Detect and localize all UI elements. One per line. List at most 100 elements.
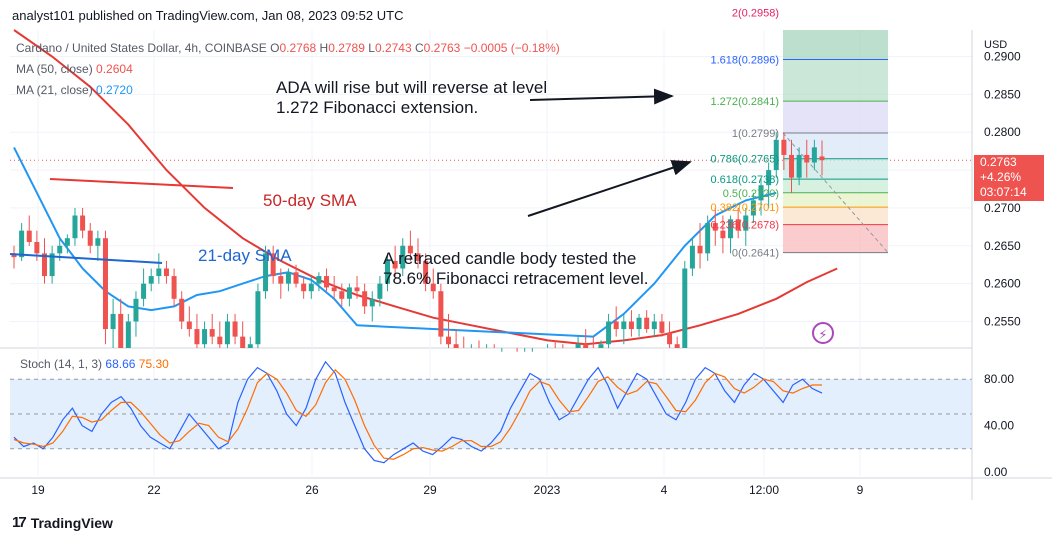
candle (407, 230, 413, 261)
candle (331, 276, 337, 299)
stoch-tick-label: 80.00 (984, 372, 1014, 386)
fib-level-label: 1(0.2799) (732, 128, 779, 140)
candle (232, 313, 238, 345)
stoch-label: Stoch (14, 1, 3) (20, 357, 103, 371)
symbol-title: Cardano / United States Dollar, 4h, COIN… (16, 41, 267, 55)
fib-level-label: 0.236(0.2678) (711, 220, 780, 232)
annotation-mid-line2: 78.6% Fibonacci retracement level. (383, 269, 649, 288)
ma50-label: MA (50, close) (16, 62, 93, 76)
candle (224, 313, 230, 348)
time-tick-label: 29 (423, 483, 437, 497)
annotation-mid-line1: A retraced candle body tested the (383, 249, 637, 268)
candle (186, 306, 192, 337)
stoch-legend: Stoch (14, 1, 3) 68.66 75.30 (20, 357, 169, 371)
tradingview-logo-icon: 17 (12, 514, 27, 531)
candle (346, 283, 352, 307)
candle (362, 283, 368, 314)
candle (674, 336, 680, 348)
fib-level-label: 2(0.2958) (732, 8, 779, 20)
candle (377, 276, 383, 307)
lightning-icon[interactable]: ⚡ (812, 322, 834, 344)
ma21-value: 0.2720 (96, 83, 133, 97)
annotation-top-line2: 1.272 Fibonacci extension. (276, 98, 479, 117)
price-axis-bg (972, 30, 1052, 500)
candle (133, 291, 139, 337)
candle (285, 268, 291, 292)
tradingview-name: TradingView (30, 514, 113, 531)
fib-zone (783, 158, 888, 180)
candle (804, 139, 810, 178)
fib-zone (783, 59, 888, 102)
stoch-d-value: 75.30 (138, 357, 169, 371)
price-tick-label: 0.2600 (984, 277, 1021, 291)
time-tick-label: 26 (305, 483, 319, 497)
candle (682, 260, 688, 348)
candle (217, 321, 223, 348)
candle (438, 283, 444, 345)
candle (728, 215, 734, 254)
candle (72, 207, 78, 246)
candle (453, 329, 459, 348)
candle (712, 207, 718, 246)
candle (735, 207, 741, 239)
candle (247, 336, 253, 348)
fib-level-label: 0.786(0.2765) (711, 154, 780, 166)
candle (110, 298, 116, 348)
candle (354, 276, 360, 299)
legend-ma50-row[interactable]: MA (50, close) 0.2604 (16, 59, 560, 80)
candle (278, 268, 284, 299)
fib-level-label: 0(0.2641) (732, 248, 779, 260)
fib-zone (783, 207, 888, 225)
candle (697, 223, 703, 269)
annotation-top-line1: ADA will rise but will reverse at level (276, 78, 548, 97)
candle (789, 139, 795, 193)
price-tick-label: 0.2800 (984, 125, 1021, 139)
annotation-sma21: 21-day SMA (198, 246, 292, 265)
candle (11, 245, 17, 269)
tradingview-brand[interactable]: 17 TradingView (12, 514, 113, 531)
fib-level-label: 1.618(0.2896) (711, 55, 780, 67)
ohlc-low: L0.2743 (368, 41, 412, 55)
legend-symbol-row: Cardano / United States Dollar, 4h, COIN… (16, 38, 560, 59)
price-axis: USD0.29000.28500.28000.27500.27000.26500… (971, 30, 1052, 500)
time-tick-label: 22 (147, 483, 161, 497)
candle (148, 268, 154, 292)
candle (26, 215, 32, 246)
candle (773, 132, 779, 178)
time-tick-label: 2023 (534, 483, 561, 497)
candle (125, 313, 131, 348)
annotation-mid: A retraced candle body tested the 78.6% … (383, 249, 649, 289)
candle (445, 313, 451, 348)
price-tick-label: 0.2700 (984, 201, 1021, 215)
stochastic-lines (13, 360, 823, 464)
fib-zone (783, 179, 888, 193)
fib-level-label: 0.618(0.2738) (711, 174, 780, 186)
candle (628, 310, 634, 337)
stoch-k-line (13, 360, 823, 464)
candle (651, 313, 657, 337)
candle (720, 215, 726, 254)
candle (392, 245, 398, 277)
legend-ma21-row[interactable]: MA (21, close) 0.2720 (16, 80, 560, 101)
bar-countdown: 03:07:14 (980, 185, 1027, 199)
price-tick-label: 0.2850 (984, 87, 1021, 101)
candle (240, 321, 246, 348)
price-tick-label: 0.2900 (984, 50, 1021, 64)
candle (743, 207, 749, 246)
fib-zone (783, 224, 888, 253)
axis-unit-label: USD (984, 39, 1007, 51)
fib-level-label: 1.272(0.2841) (711, 96, 780, 108)
ohlc-close: C0.2763 (414, 41, 461, 55)
candle (583, 329, 589, 348)
fib-level-label: 0.382(0.2701) (711, 202, 780, 214)
candle (659, 313, 665, 337)
candle (263, 245, 269, 299)
fibonacci-zones (782, 30, 889, 254)
time-tick-label: 19 (31, 483, 45, 497)
candle (613, 306, 619, 337)
annotation-arrows (527, 88, 692, 217)
candle (156, 253, 162, 284)
candle (705, 215, 711, 261)
ma50-value: 0.2604 (96, 62, 133, 76)
